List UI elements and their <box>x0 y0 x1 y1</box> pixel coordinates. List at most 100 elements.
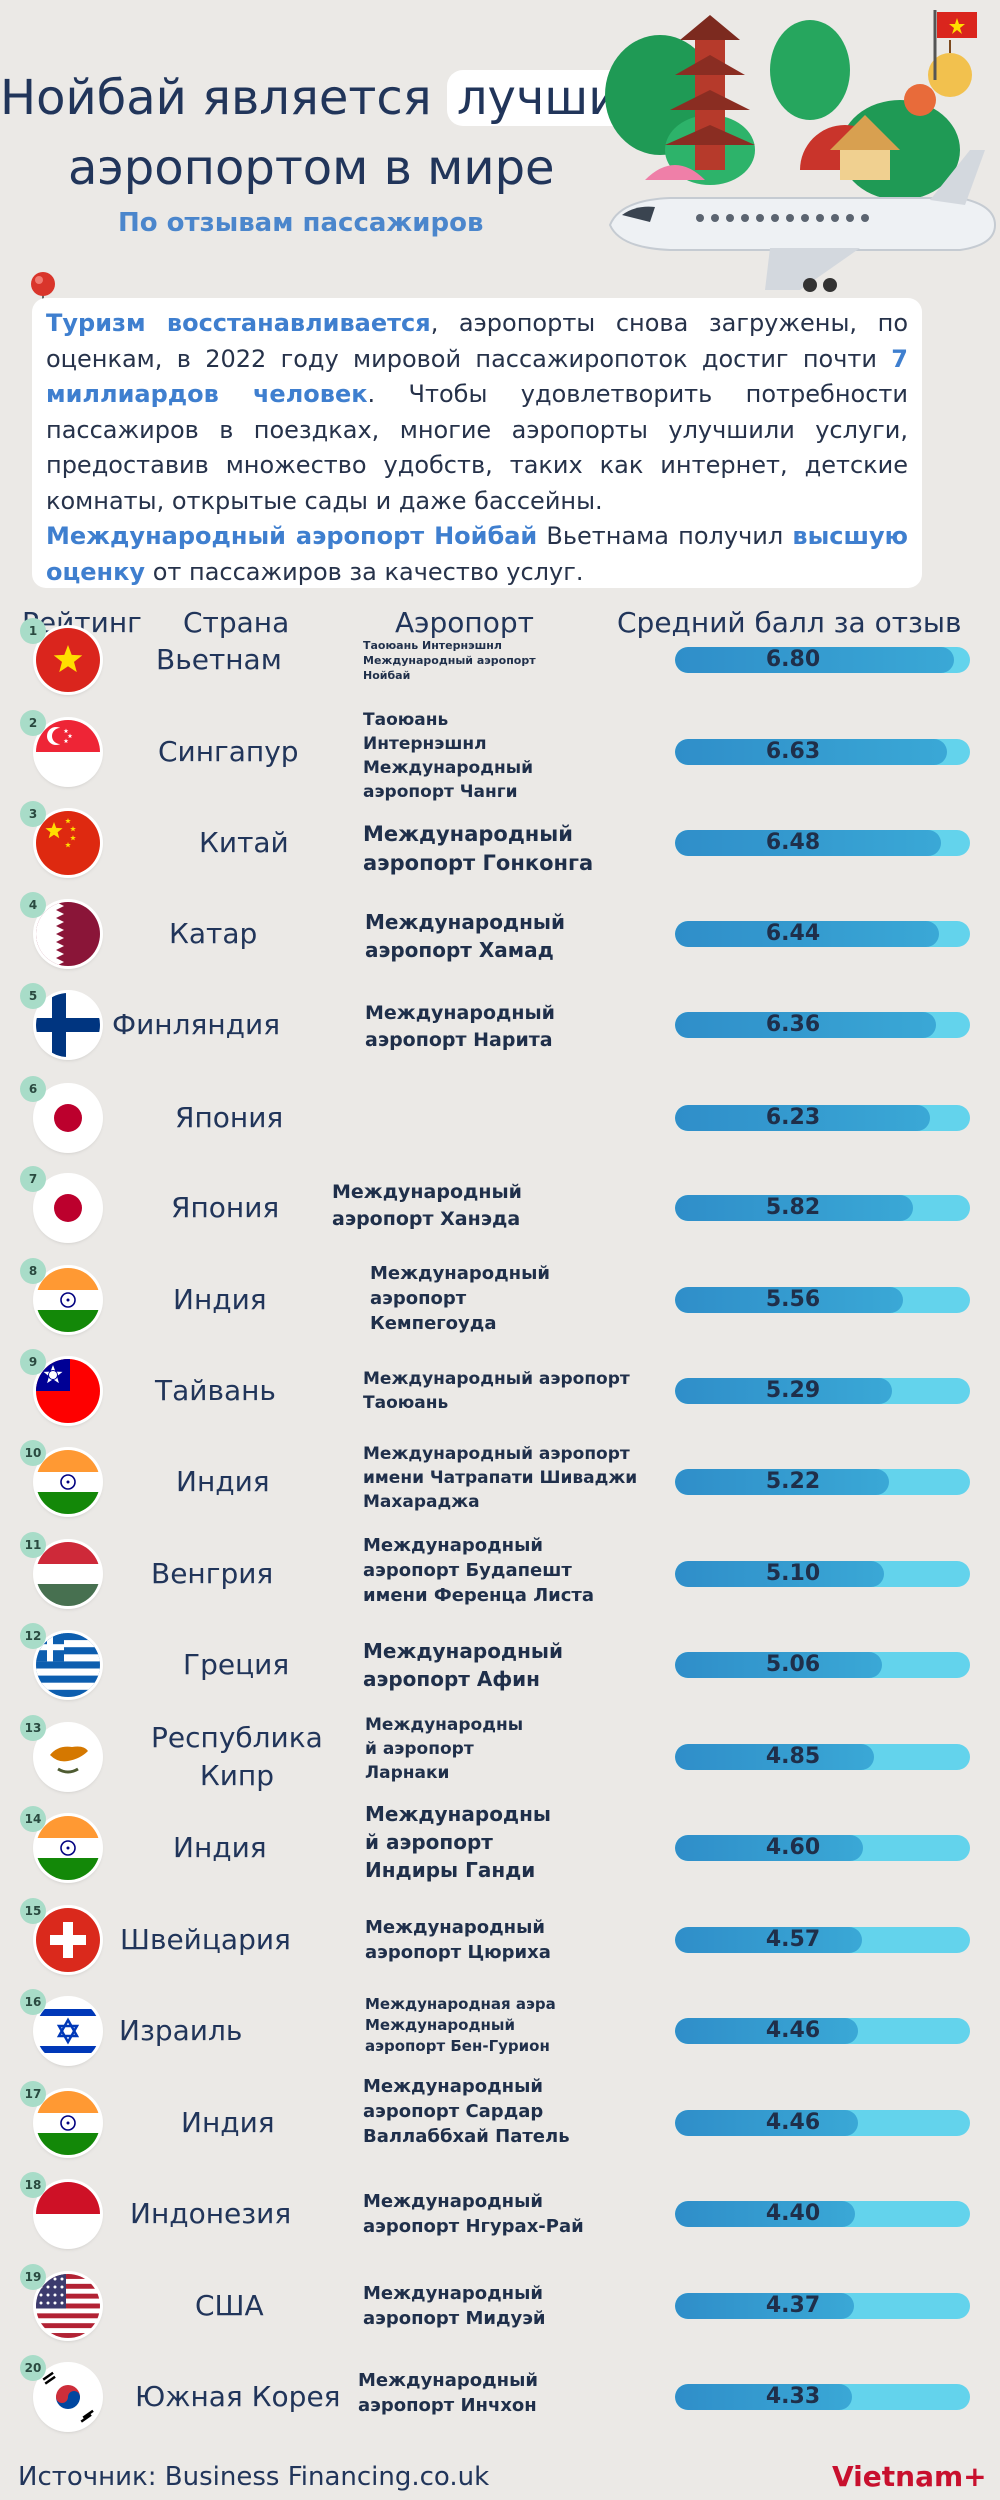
score-bar: 5.82 <box>675 1195 970 1221</box>
page-title-line-2: аэропортом в мире <box>68 140 555 196</box>
hungary-flag <box>36 1542 100 1606</box>
score-value: 5.06 <box>765 1652 821 1677</box>
score-bar-fill <box>675 2110 858 2136</box>
rank-badge: 8 <box>20 1258 46 1284</box>
ranking-row: 18 Индонезия Международный аэропорт Нгурах… <box>0 2169 1000 2259</box>
score-value: 4.46 <box>765 2110 821 2135</box>
country-name: Сингапур <box>158 735 299 768</box>
score-bar-fill <box>675 1561 884 1587</box>
country-name: Вьетнам <box>156 643 282 676</box>
score-value: 4.85 <box>765 1744 821 1769</box>
country-name: Республика Кипр <box>151 1721 323 1792</box>
score-bar-fill <box>675 921 939 947</box>
score-value: 4.40 <box>765 2201 821 2226</box>
ranking-row: 15 Швейцария Международный аэропорт Цюриха… <box>0 1895 1000 1985</box>
cyprus-flag <box>36 1725 100 1789</box>
ranking-row: 17 Индия Международный аэропорт Сардар Вал… <box>0 2076 1000 2168</box>
score-bar-fill <box>675 1469 889 1495</box>
rank-badge: 10 <box>20 1440 46 1466</box>
score-bar-fill <box>675 1927 863 1953</box>
country-name: Катар <box>169 917 258 950</box>
airport-name: Международная аэра Международный аэропор… <box>365 1994 556 2055</box>
score-bar: 5.06 <box>675 1652 970 1678</box>
airport-name: Международный аэропорт Ханэда <box>332 1181 522 1230</box>
country-name: Япония <box>175 1101 284 1134</box>
rank-badge: 1 <box>20 618 46 644</box>
south-korea-flag <box>36 2365 100 2429</box>
score-value: 5.29 <box>765 1378 821 1403</box>
score-bar-fill <box>675 2293 855 2319</box>
header-score: Средний балл за отзыв <box>617 606 962 639</box>
intro-text: Вьетнама получил <box>537 522 793 550</box>
score-bar: 6.23 <box>675 1105 970 1131</box>
score-value: 4.37 <box>765 2293 821 2318</box>
title-text: Нойбай является <box>0 70 447 126</box>
vietnam-flag <box>36 628 100 692</box>
ranking-row: 20 Южная Корея Международный аэропорт Инчх… <box>0 2352 1000 2442</box>
country-name: Индия <box>181 2106 275 2139</box>
intro-card: Туризм восстанавливается, аэропорты снов… <box>32 298 922 588</box>
country-name: Индонезия <box>130 2197 292 2230</box>
country-name: Швейцария <box>120 1923 291 1956</box>
ranking-row: 1 Вьетнам Таоюань Интернэшнл Международный… <box>0 615 1000 705</box>
score-bar: 4.57 <box>675 1927 970 1953</box>
country-name: Израиль <box>119 2014 243 2047</box>
usa-flag <box>36 2274 100 2338</box>
india-flag <box>36 1816 100 1880</box>
travel-illustration <box>605 10 997 292</box>
country-name: Китай <box>199 826 289 859</box>
rank-badge: 19 <box>20 2264 46 2290</box>
india-flag <box>36 2091 100 2155</box>
score-value: 4.57 <box>765 1927 821 1952</box>
score-bar: 6.36 <box>675 1012 970 1038</box>
score-value: 5.22 <box>765 1469 821 1494</box>
airport-name: Международный аэропорт Кемпегоуда <box>370 1262 550 1334</box>
airport-name: Международный аэропорт Таоюань <box>363 1369 630 1413</box>
airport-name: Международный аэропорт Гонконга <box>363 822 594 875</box>
ranking-row: 11 Венгрия Международный аэропорт Будапешт… <box>0 1529 1000 1619</box>
rank-badge: 4 <box>20 892 46 918</box>
rank-badge: 15 <box>20 1898 46 1924</box>
rank-badge: 20 <box>20 2355 46 2381</box>
country-name: Индия <box>173 1831 267 1864</box>
score-bar: 4.40 <box>675 2201 970 2227</box>
intro-text: . Чтобы удовлетворить потребности пассаж… <box>46 380 908 515</box>
score-value: 4.46 <box>765 2018 821 2043</box>
ranking-row: 9 Тайвань Международный аэропорт Таоюань 5.… <box>0 1346 1000 1436</box>
airport-name: Международный аэропорт Хамад <box>365 910 565 962</box>
score-bar: 5.22 <box>675 1469 970 1495</box>
rank-badge: 14 <box>20 1806 46 1832</box>
page-subtitle: По отзывам пассажиров <box>118 208 484 238</box>
score-value: 6.80 <box>765 647 821 672</box>
score-value: 6.63 <box>765 739 821 764</box>
country-name: США <box>195 2289 264 2322</box>
header-country: Страна <box>183 606 290 639</box>
score-bar: 6.44 <box>675 921 970 947</box>
rank-badge: 2 <box>20 710 46 736</box>
page-title-line-1: Нойбай является лучшим <box>0 70 666 126</box>
rank-badge: 12 <box>20 1623 46 1649</box>
rank-badge: 7 <box>20 1166 46 1192</box>
score-bar: 4.60 <box>675 1835 970 1861</box>
score-bar: 4.33 <box>675 2384 970 2410</box>
country-name: Венгрия <box>151 1557 274 1590</box>
country-name: Тайвань <box>155 1374 276 1407</box>
score-value: 5.10 <box>765 1561 821 1586</box>
airport-name: Таоюань Интернэшнл Международный аэропор… <box>363 638 536 682</box>
ranking-row: 14 Индия Международны й аэропорт Индиры Га… <box>0 1802 1000 1893</box>
ranking-row: 6 Япония 6.23 <box>0 1073 1000 1163</box>
country-name: Индия <box>176 1465 270 1498</box>
score-value: 6.48 <box>765 830 821 855</box>
indonesia-flag <box>36 2182 100 2246</box>
ranking-row: 4 Катар Международный аэропорт Хамад 6.44 <box>0 889 1000 979</box>
ranking-row: 13 Республика Кипр Международны й аэропорт… <box>0 1712 1000 1802</box>
finland-flag <box>36 993 100 1057</box>
rank-badge: 17 <box>20 2081 46 2107</box>
taiwan-flag <box>36 1359 100 1423</box>
score-bar-fill <box>675 1744 874 1770</box>
country-name: Южная Корея <box>135 2380 341 2413</box>
ranking-row: 7 Япония Международный аэропорт Ханэда 5.82 <box>0 1163 1000 1253</box>
score-bar-fill <box>675 1287 903 1313</box>
switzerland-flag <box>36 1908 100 1972</box>
score-bar: 5.56 <box>675 1287 970 1313</box>
